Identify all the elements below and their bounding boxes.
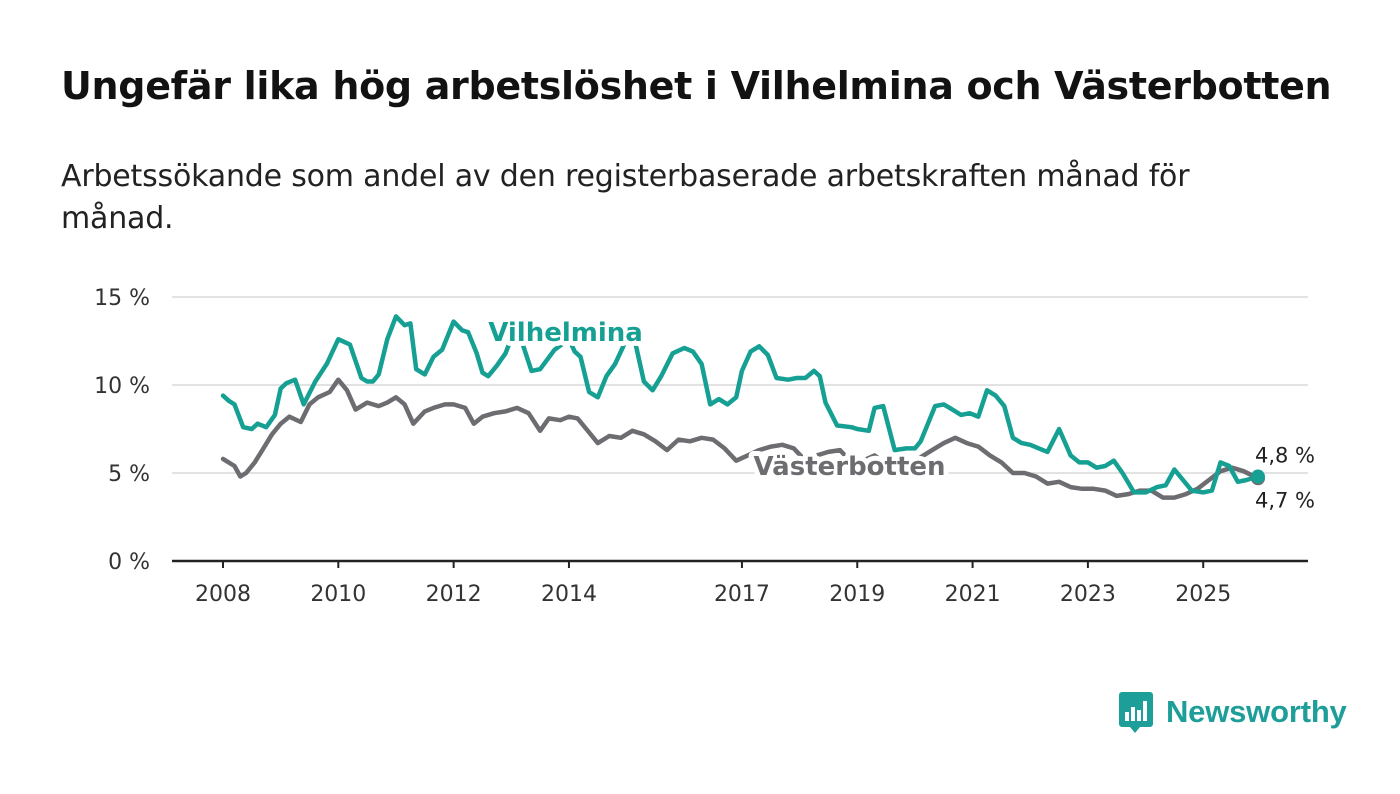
end-marker-vilhelmina: [1251, 469, 1265, 484]
x-tick-label: 2014: [541, 582, 597, 607]
x-tick-label: 2017: [714, 582, 770, 607]
brand-logo[interactable]: Newsworthy: [1118, 690, 1347, 734]
x-tick-label: 2021: [945, 582, 1001, 607]
end-value-label-v-sterbotten: 4,7 %: [1255, 488, 1315, 512]
series-label-v-sterbotten: Västerbotten: [753, 452, 945, 482]
y-tick-label: 5 %: [108, 462, 150, 487]
series-line-v-sterbotten: [220, 377, 1261, 500]
series-line-vilhelmina: [220, 314, 1261, 495]
chart-title: Ungefär lika hög arbetslöshet i Vilhelmi…: [61, 64, 1332, 108]
x-tick-label: 2012: [426, 582, 482, 607]
x-tick-label: 2019: [829, 582, 885, 607]
series-label-vilhelmina: Vilhelmina: [488, 318, 643, 348]
y-tick-label: 10 %: [94, 374, 150, 399]
newsworthy-bar-chart-icon: [1119, 692, 1153, 733]
x-tick-label: 2023: [1060, 582, 1116, 607]
x-tick-label: 2010: [310, 582, 366, 607]
x-tick-label: 2025: [1175, 582, 1231, 607]
x-tick-label: 2008: [195, 582, 251, 607]
chart-subtitle: Arbetssökande som andel av den registerb…: [61, 159, 1190, 236]
y-tick-label: 0 %: [108, 550, 150, 575]
brand-name: Newsworthy: [1166, 694, 1347, 729]
end-value-label-vilhelmina: 4,8 %: [1255, 444, 1315, 468]
y-tick-label: 15 %: [94, 286, 150, 311]
